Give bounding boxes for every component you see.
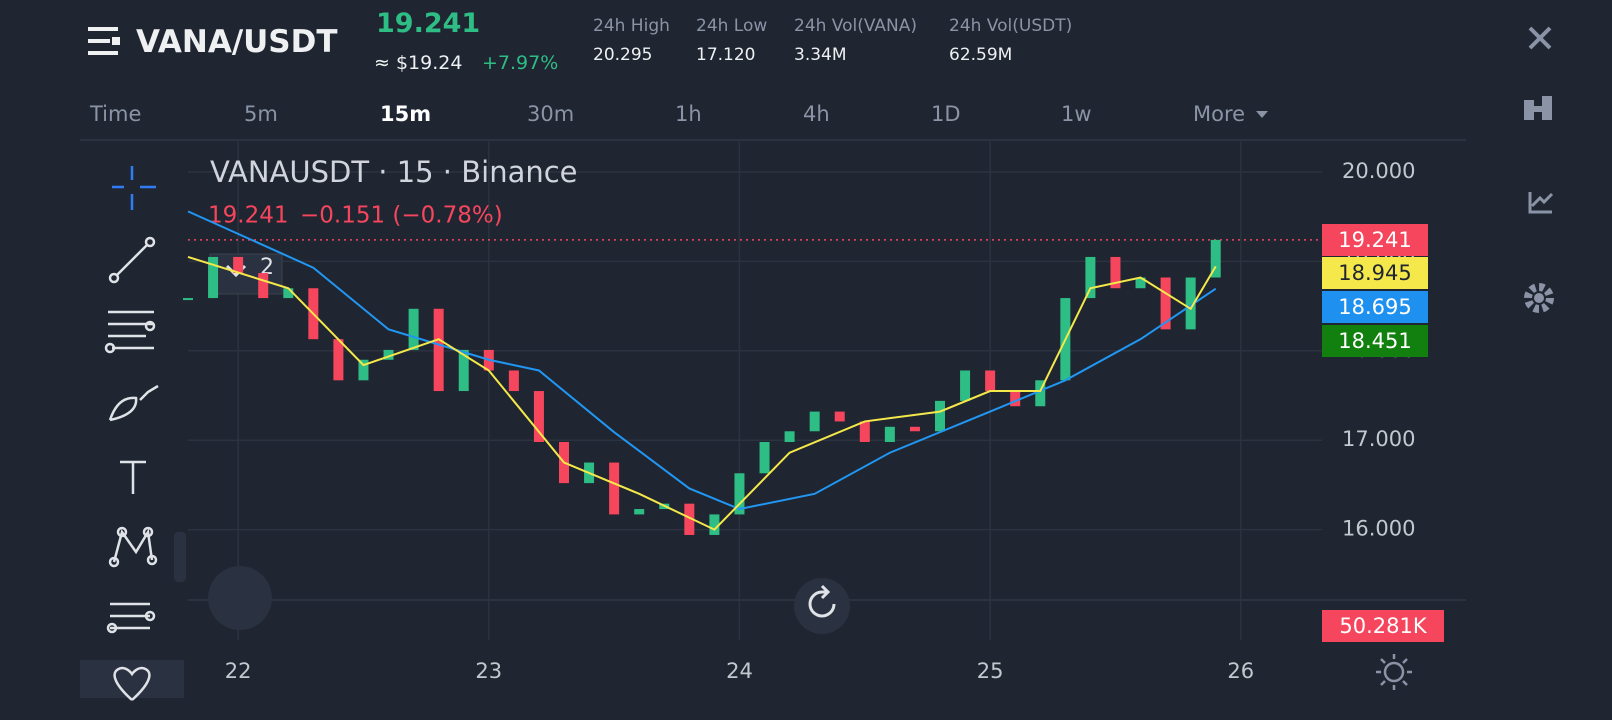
menu-icon[interactable] <box>88 27 120 55</box>
stat-label: 24h Vol(USDT) <box>949 16 1073 36</box>
crosshair-tool[interactable] <box>112 166 156 210</box>
stat-value: 3.34M <box>794 45 847 65</box>
drawing-toolbar <box>80 166 184 701</box>
candle <box>508 370 519 392</box>
heart-icon[interactable] <box>113 666 151 701</box>
y-tick-label: 17.000 <box>1342 427 1415 451</box>
fib-tool[interactable] <box>106 602 156 634</box>
x-tick-label: 23 <box>475 659 502 683</box>
candle <box>1135 277 1146 289</box>
x-tick-label: 22 <box>225 659 252 683</box>
candle <box>433 308 444 392</box>
candle <box>709 514 720 535</box>
price-badge: 19.241 <box>1322 224 1428 256</box>
y-tick-label: 16.000 <box>1342 517 1415 541</box>
ma-slow <box>187 210 1217 511</box>
candle <box>1210 239 1221 278</box>
stat-label: 24h Low <box>696 16 768 36</box>
x-tick-label: 26 <box>1227 659 1254 683</box>
theme-icon[interactable] <box>1376 654 1412 690</box>
candle <box>634 509 645 515</box>
candle <box>985 370 996 392</box>
last-price: 19.241 <box>376 8 481 39</box>
favorites-tab[interactable] <box>80 660 184 698</box>
stat-value: 17.120 <box>696 45 756 65</box>
tab[interactable]: 30m <box>527 102 575 126</box>
ohlc-last: 19.241 <box>208 203 288 229</box>
candle <box>759 441 770 474</box>
tab[interactable]: 1h <box>675 102 702 126</box>
candle <box>533 391 544 442</box>
reset-button[interactable] <box>794 578 850 634</box>
candle <box>258 273 269 299</box>
candle <box>333 339 344 381</box>
candle <box>1110 256 1121 289</box>
candle <box>183 298 193 301</box>
change: +7.97% <box>482 52 559 74</box>
candle <box>1010 391 1021 407</box>
settings-icon-center <box>1534 293 1544 303</box>
candle <box>1085 256 1096 299</box>
candle <box>408 308 419 350</box>
candle <box>859 421 870 442</box>
candle <box>960 370 971 401</box>
candle <box>358 359 369 381</box>
candle <box>383 349 394 360</box>
candle <box>809 411 820 432</box>
chart-type-icon[interactable] <box>1528 192 1554 214</box>
toolbar-collapse[interactable] <box>174 532 186 582</box>
stat-label: 24h Vol(VANA) <box>794 16 918 36</box>
y-tick-label: 20.000 <box>1342 159 1415 183</box>
price-badge: 18.695 <box>1322 291 1428 323</box>
indicator-icon[interactable] <box>1524 96 1552 120</box>
candle <box>884 426 895 442</box>
parallel-tool[interactable] <box>104 310 156 354</box>
x-tick-label: 24 <box>726 659 753 683</box>
candle <box>1185 277 1196 330</box>
symbol: VANA/USDT <box>136 24 338 60</box>
tab[interactable]: 1D <box>931 102 961 126</box>
candle <box>684 503 695 535</box>
tab[interactable]: 5m <box>244 102 278 126</box>
line-tool[interactable] <box>108 236 156 284</box>
pattern-tool[interactable] <box>108 526 158 568</box>
stat-value: 62.59M <box>949 45 1013 65</box>
dropdown-caret <box>1256 111 1268 118</box>
candle <box>1035 380 1046 407</box>
tab[interactable]: 4h <box>803 102 830 126</box>
stat-label: 24h High <box>593 16 670 36</box>
chart-legend: VANAUSDT · 15 · Binance <box>210 155 578 189</box>
candle <box>909 426 920 432</box>
tv-logo <box>208 566 272 630</box>
ohlc-change: −0.151 (−0.78%) <box>300 203 503 229</box>
tab-active[interactable]: 15m <box>380 102 432 126</box>
candle <box>834 411 845 422</box>
text-tool[interactable] <box>120 460 146 494</box>
tab[interactable]: Time <box>90 102 142 126</box>
candle <box>1160 277 1171 330</box>
price-badge: 18.451 <box>1322 325 1428 357</box>
candle <box>458 349 469 392</box>
candle <box>784 431 795 442</box>
tab[interactable]: 1w <box>1061 102 1092 126</box>
x-tick-label: 25 <box>977 659 1004 683</box>
candle <box>734 473 745 515</box>
settings-icon[interactable] <box>1524 283 1554 313</box>
candle <box>935 400 945 432</box>
volume-badge: 50.281K <box>1322 610 1444 642</box>
tab[interactable]: More <box>1193 102 1246 126</box>
close-button[interactable] <box>1528 26 1552 50</box>
stat-value: 20.295 <box>593 45 653 65</box>
price-badge: 18.945 <box>1322 257 1428 289</box>
ma-fast <box>187 255 1217 531</box>
candle <box>208 256 219 299</box>
candle <box>609 462 620 515</box>
usd-price: ≈ $19.24 <box>374 52 463 74</box>
candle <box>283 288 294 299</box>
brush-tool[interactable] <box>108 384 159 422</box>
candle <box>233 256 244 274</box>
reset-icon <box>808 584 836 618</box>
